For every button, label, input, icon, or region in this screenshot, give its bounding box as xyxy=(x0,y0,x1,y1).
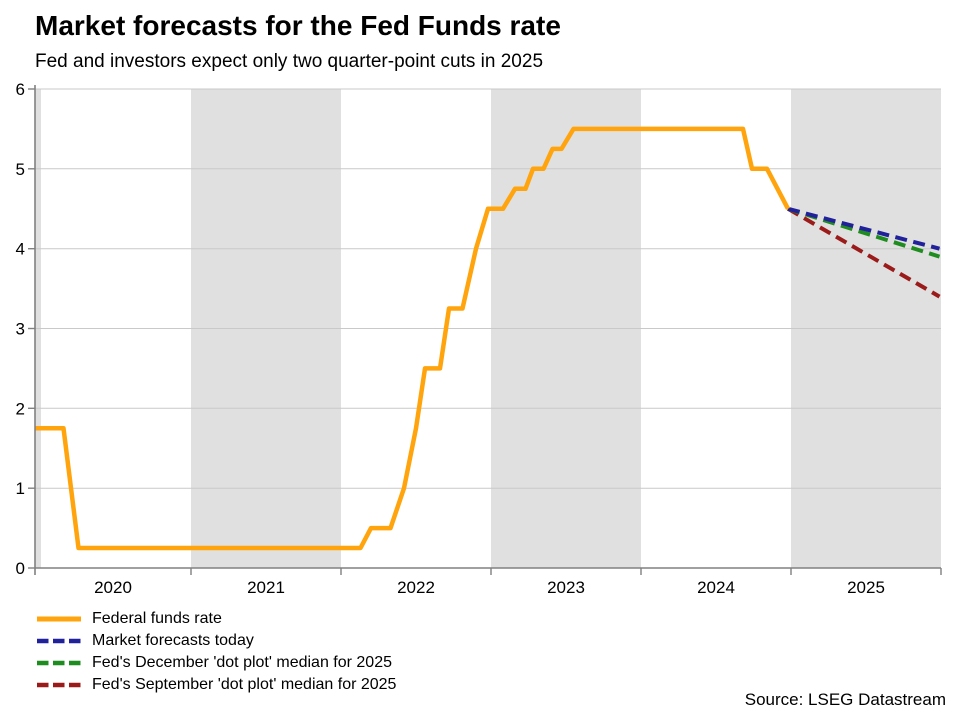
legend-line-icon-fed-september-dot-plot xyxy=(37,682,81,688)
chart-legend: Federal funds rate Market forecasts toda… xyxy=(36,608,396,696)
series-market-forecasts-today xyxy=(787,206,941,251)
x-tick-label-2023: 2023 xyxy=(547,578,585,597)
legend-item-federal-funds-rate: Federal funds rate xyxy=(36,608,396,630)
legend-label: Fed's December 'dot plot' median for 202… xyxy=(92,654,392,671)
x-tick-label-2022: 2022 xyxy=(397,578,435,597)
y-tick-label: 4 xyxy=(16,240,25,259)
legend-line-icon-fed-december-dot-plot xyxy=(37,660,81,666)
y-tick-label: 3 xyxy=(16,320,25,339)
x-tick-label-2021: 2021 xyxy=(247,578,285,597)
legend-label: Market forecasts today xyxy=(92,632,254,649)
legend-item-fed-september-dot-plot: Fed's September 'dot plot' median for 20… xyxy=(36,674,396,696)
source-credit: Source: LSEG Datastream xyxy=(744,690,946,709)
chart-title: Market forecasts for the Fed Funds rate xyxy=(35,10,561,41)
series-federal-funds-rate xyxy=(35,126,790,551)
legend-label: Fed's September 'dot plot' median for 20… xyxy=(92,676,397,693)
legend-item-fed-december-dot-plot: Fed's December 'dot plot' median for 202… xyxy=(36,652,396,674)
legend-line-icon-market-forecasts-today xyxy=(37,638,81,644)
legend-item-market-forecasts-today: Market forecasts today xyxy=(36,630,396,652)
y-tick-label: 6 xyxy=(16,80,25,99)
y-tick-label: 2 xyxy=(16,399,25,418)
legend-label: Federal funds rate xyxy=(92,610,222,627)
y-tick-label: 5 xyxy=(16,160,25,179)
y-tick-label: 0 xyxy=(16,559,25,578)
x-tick-label-2025: 2025 xyxy=(847,578,885,597)
legend-line-icon-federal-funds-rate xyxy=(37,616,81,622)
y-tick-label: 1 xyxy=(16,479,25,498)
x-tick-label-2020: 2020 xyxy=(94,578,132,597)
series-fed-s-september-dot-plot-median-for-2025 xyxy=(786,207,941,299)
x-tick-label-2024: 2024 xyxy=(697,578,735,597)
chart-subtitle: Fed and investors expect only two quarte… xyxy=(35,51,544,72)
